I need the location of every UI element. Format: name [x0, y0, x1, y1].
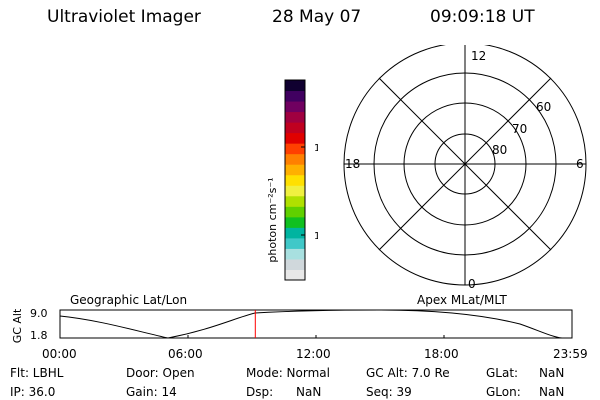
gc-alt-info: GC Alt: 7.0 Re [366, 366, 450, 380]
tick-0600: 06:00 [168, 347, 203, 361]
colorbar-cell [285, 122, 305, 134]
colorbar-cell [285, 227, 305, 239]
gain-info: Gain: 14 [126, 385, 177, 399]
colorbar-cell [285, 164, 305, 176]
mlt-label-12: 12 [471, 49, 486, 63]
polar-plot: 12 18 6 0 60 70 80 [343, 45, 587, 291]
lat-label-60: 60 [536, 100, 551, 114]
colorbar-cell [285, 174, 305, 186]
mlt-label-6: 6 [576, 157, 584, 171]
tick-0000: 00:00 [42, 347, 77, 361]
door-info: Door: Open [126, 366, 195, 380]
polar-diagonal-2 [378, 77, 552, 251]
colorbar-cell [285, 80, 305, 92]
altitude-timeline: GC Alt 9.0 1.8 [11, 307, 573, 343]
colorbar-cell [285, 206, 305, 218]
mode-info: Mode: Normal [246, 366, 330, 380]
colorbar-tick-10: 10 [314, 231, 318, 242]
filter-info: Flt: LBHL [10, 366, 64, 380]
timeline-ylabel: GC Alt [11, 308, 24, 343]
tick-2359: 23:59 [553, 347, 588, 361]
timeline-ymax: 9.0 [30, 307, 48, 320]
ip-info: IP: 36.0 [10, 385, 56, 399]
dsp-value: NaN [296, 385, 322, 399]
colorbar-cell [285, 153, 305, 165]
colorbar-cell [285, 216, 305, 228]
colorbar-cell [285, 143, 305, 155]
apex-title: Apex MLat/MLT [417, 293, 507, 307]
colorbar-cell [285, 195, 305, 207]
colorbar-cell [285, 237, 305, 249]
colorbar-cell [285, 269, 305, 281]
colorbar-label: photon cm⁻²s⁻¹ [266, 177, 279, 262]
glon-value: NaN [539, 385, 565, 399]
glon-label: GLon: [486, 385, 521, 399]
colorbar-cell [285, 248, 305, 260]
colorbar-cell [285, 111, 305, 123]
tick-1800: 18:00 [424, 347, 459, 361]
altitude-curve [59, 309, 572, 339]
observation-date: 28 May 07 [272, 7, 362, 27]
glat-value: NaN [539, 366, 565, 380]
colorbar-cell [285, 185, 305, 197]
colorbar-graphic: 100 10 photon cm⁻²s⁻¹ [266, 79, 318, 281]
instrument-title: Ultraviolet Imager [47, 7, 201, 27]
colorbar-cell [285, 132, 305, 144]
geographic-title: Geographic Lat/Lon [70, 293, 188, 307]
mlt-label-0: 0 [468, 277, 476, 291]
mlt-label-18: 18 [345, 157, 360, 171]
tick-1200: 12:00 [296, 347, 331, 361]
glat-label: GLat: [486, 366, 519, 380]
colorbar-tick-100: 100 [314, 143, 318, 154]
colorbar-cell [285, 90, 305, 102]
observation-time: 09:09:18 UT [430, 7, 535, 27]
dsp-label: Dsp: [246, 385, 274, 399]
colorbar-cell [285, 258, 305, 270]
lat-label-70: 70 [512, 122, 527, 136]
colorbar-cell [285, 101, 305, 113]
timeline-ymin: 1.8 [30, 329, 48, 342]
seq-info: Seq: 39 [366, 385, 412, 399]
lat-label-80: 80 [492, 143, 507, 157]
